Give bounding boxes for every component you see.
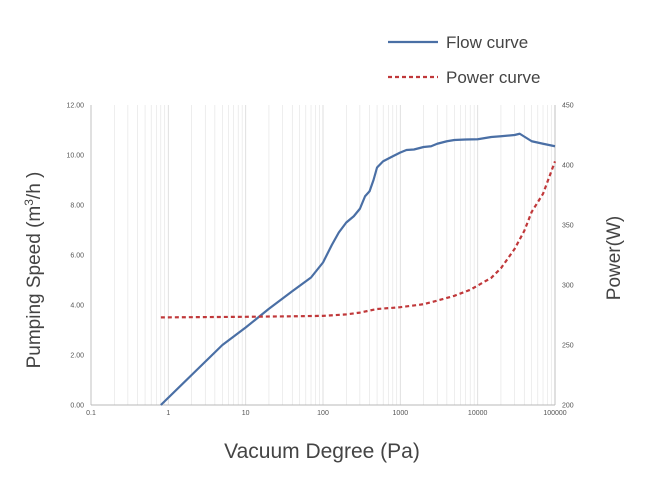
- x-tick-label: 1: [166, 410, 170, 417]
- y-right-tick-label: 450: [562, 103, 574, 110]
- y-left-tick-label: 8.00: [70, 203, 84, 210]
- y-right-tick-label: 200: [562, 403, 574, 410]
- x-tick-label: 0.1: [86, 410, 96, 417]
- y-axis-title-left: Pumping Speed (m3/h ): [22, 172, 45, 369]
- y-right-tick-label: 250: [562, 343, 574, 350]
- legend: Flow curve Power curve: [388, 33, 540, 87]
- x-tick-label: 10: [242, 410, 250, 417]
- axis-layer: 0.1 1 10 100 1000 10000 100000 0.00 2.00 4.00 6.00…: [66, 103, 573, 418]
- series-layer: [160, 132, 557, 406]
- series-line-flow: [160, 132, 556, 406]
- y-axis-title-left-prefix: Pumping Speed (m: [24, 206, 45, 369]
- y-left-tick-label: 2.00: [70, 353, 84, 360]
- x-tick-label: 1000: [393, 410, 409, 417]
- grid-layer: [90, 105, 556, 405]
- series-line-power: [160, 161, 557, 319]
- y-left-tick-label: 6.00: [70, 253, 84, 260]
- legend-label-flow: Flow curve: [446, 33, 528, 52]
- x-tick-label: 10000: [468, 410, 488, 417]
- y-left-tick-label: 10.00: [66, 153, 84, 160]
- y-axis-title-right: Power(W): [604, 216, 625, 300]
- x-axis-title: Vacuum Degree (Pa): [224, 440, 420, 463]
- y-right-tick-label: 300: [562, 283, 574, 290]
- y-left-tick-label: 12.00: [66, 103, 84, 110]
- legend-label-power: Power curve: [446, 68, 540, 87]
- y-axis-title-left-sup: 3: [22, 199, 36, 206]
- y-left-tick-label: 4.00: [70, 303, 84, 310]
- y-axis-title-left-suffix: /h ): [24, 172, 45, 199]
- x-tick-label: 100: [317, 410, 329, 417]
- x-tick-label: 100000: [543, 410, 566, 417]
- y-right-tick-label: 350: [562, 223, 574, 230]
- y-right-tick-label: 400: [562, 163, 574, 170]
- y-left-tick-label: 0.00: [70, 403, 84, 410]
